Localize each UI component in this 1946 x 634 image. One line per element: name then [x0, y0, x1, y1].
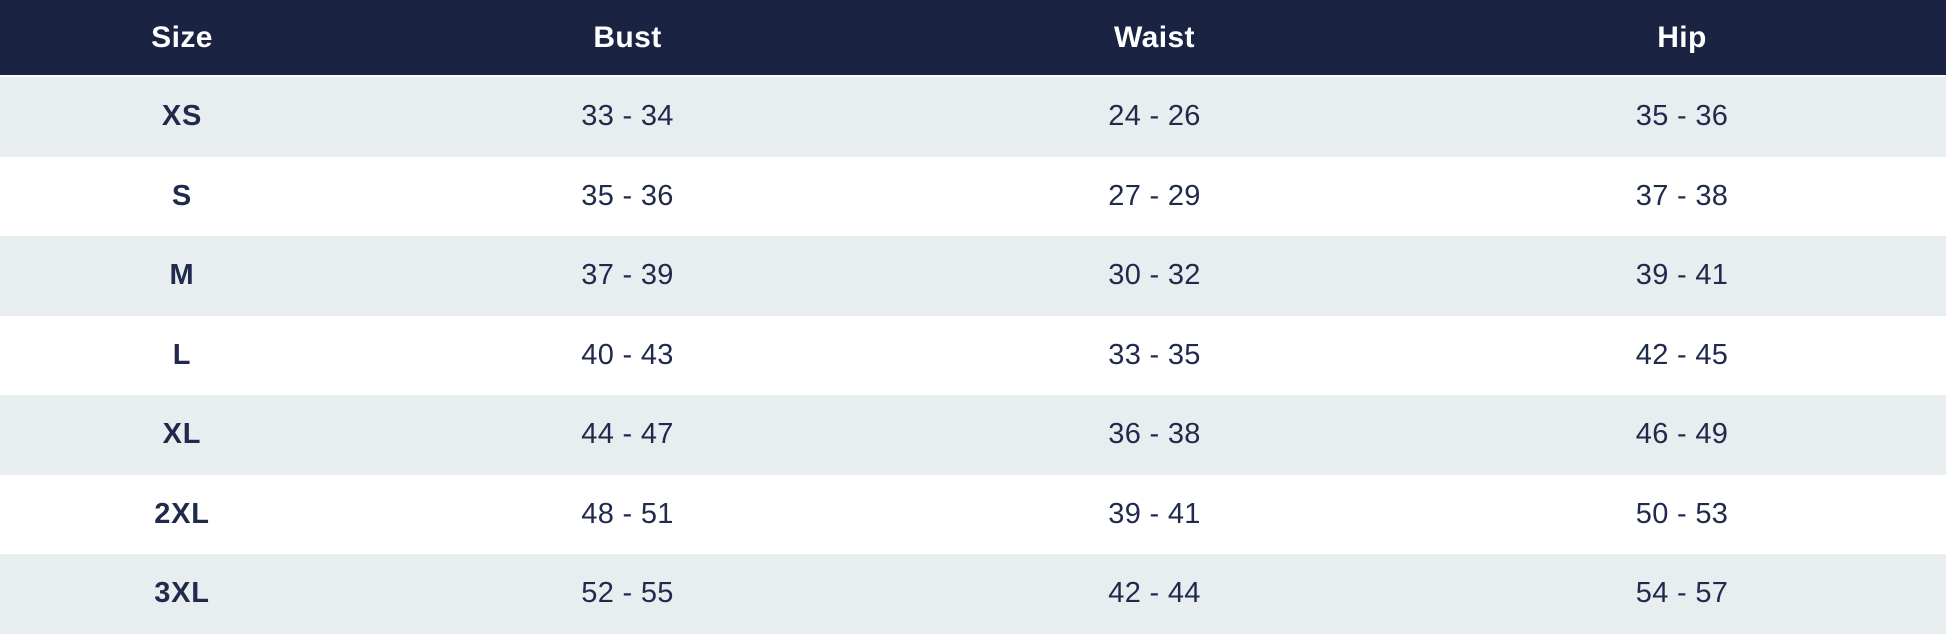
table-row-xl: XL 44 - 47 36 - 38 46 - 49	[0, 395, 1946, 475]
size-cell: XL	[162, 418, 202, 451]
size-cell: M	[169, 259, 195, 292]
column-header-hip: Hip	[1657, 20, 1707, 54]
column-header-bust: Bust	[593, 20, 662, 54]
table-header-row: Size Bust Waist Hip	[0, 0, 1946, 77]
waist-cell: 36 - 38	[1108, 418, 1201, 451]
bust-cell: 52 - 55	[581, 577, 674, 610]
bust-cell: 37 - 39	[581, 259, 674, 292]
waist-cell: 39 - 41	[1108, 497, 1201, 530]
bust-cell: 48 - 51	[581, 497, 674, 530]
size-cell: L	[172, 338, 192, 371]
hip-cell: 42 - 45	[1635, 338, 1729, 371]
size-cell: S	[171, 179, 193, 212]
waist-cell: 30 - 32	[1108, 259, 1201, 292]
waist-cell: 33 - 35	[1108, 338, 1201, 371]
hip-cell: 35 - 36	[1635, 100, 1729, 133]
table-row-l: L 40 - 43 33 - 35 42 - 45	[0, 315, 1946, 395]
size-cell: 2XL	[154, 497, 210, 530]
hip-cell: 54 - 57	[1635, 577, 1729, 610]
size-cell: 3XL	[154, 577, 210, 610]
table-row-xs: XS 33 - 34 24 - 26 35 - 36	[0, 77, 1946, 157]
table-row-3xl: 3XL 52 - 55 42 - 44 54 - 57	[0, 554, 1946, 634]
waist-cell: 27 - 29	[1108, 179, 1201, 212]
hip-cell: 46 - 49	[1635, 418, 1729, 451]
column-header-waist: Waist	[1114, 20, 1195, 54]
table-row-s: S 35 - 36 27 - 29 37 - 38	[0, 156, 1946, 236]
table-row-m: M 37 - 39 30 - 32 39 - 41	[0, 236, 1946, 316]
hip-cell: 39 - 41	[1635, 259, 1729, 292]
bust-cell: 40 - 43	[581, 338, 674, 371]
table-row-2xl: 2XL 48 - 51 39 - 41 50 - 53	[0, 474, 1946, 554]
bust-cell: 33 - 34	[581, 100, 674, 133]
size-cell: XS	[161, 100, 203, 133]
waist-cell: 42 - 44	[1108, 577, 1201, 610]
bust-cell: 35 - 36	[581, 179, 674, 212]
waist-cell: 24 - 26	[1108, 100, 1201, 133]
hip-cell: 50 - 53	[1635, 497, 1729, 530]
column-header-size: Size	[151, 20, 213, 54]
bust-cell: 44 - 47	[581, 418, 674, 451]
hip-cell: 37 - 38	[1635, 179, 1729, 212]
